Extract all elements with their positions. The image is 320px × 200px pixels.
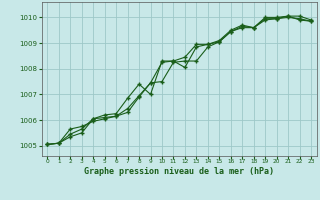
X-axis label: Graphe pression niveau de la mer (hPa): Graphe pression niveau de la mer (hPa) [84,167,274,176]
